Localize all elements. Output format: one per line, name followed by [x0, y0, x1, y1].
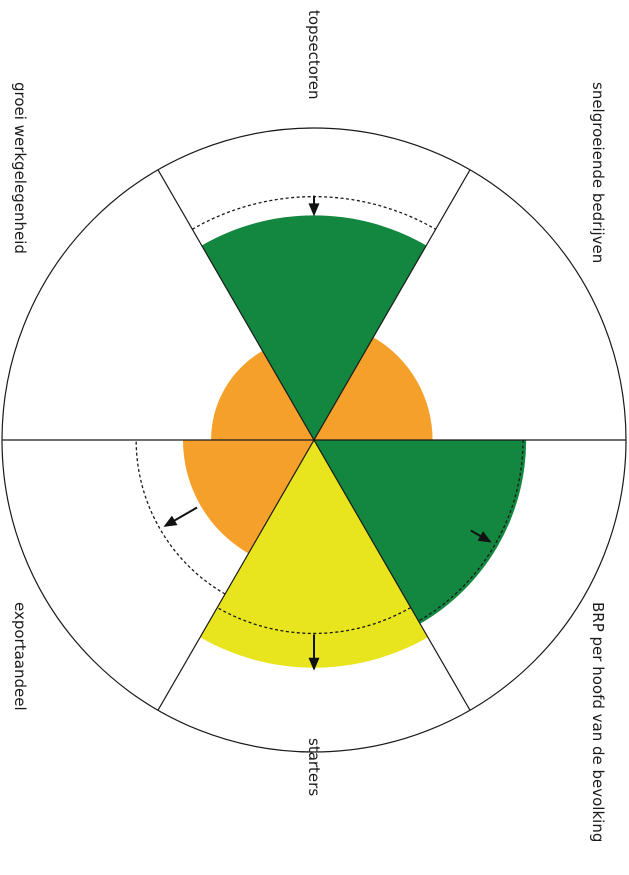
category-labels-layer: topsectoren snelgroeiende bedrijven BRP pe… — [11, 10, 607, 842]
category-label-exportaandeel: exportaandeel — [11, 602, 29, 711]
trend-arrows-layer — [163, 195, 492, 671]
trend-arrow-head — [163, 515, 178, 527]
category-label-groei-werkgelegenheid: groei werkgelegenheid — [11, 82, 29, 254]
trend-arrow-head — [477, 531, 492, 543]
reference-arc-brp-per-hoofd-van-de-bevolking — [418, 439, 524, 622]
category-label-snelgroeiende-bedrijven: snelgroeiende bedrijven — [589, 82, 607, 263]
category-label-brp-per-hoofd-van-de-bevolking: BRP per hoofd van de bevolking — [589, 602, 607, 842]
frame-layer — [1, 127, 627, 753]
reference-arc-exportaandeel — [135, 439, 226, 595]
wedge-brp-per-hoofd-van-de-bevolking — [314, 440, 527, 624]
category-label-starters: starters — [305, 738, 323, 796]
trend-arrow-brp-per-hoofd-van-de-bevolking — [470, 529, 492, 543]
divider-line — [157, 169, 471, 711]
wedge-snelgroeiende-bedrijven — [314, 337, 433, 440]
category-label-topsectoren: topsectoren — [305, 10, 323, 100]
wedge-exportaandeel — [182, 440, 314, 554]
trend-arrow-head — [308, 657, 320, 671]
wedge-starters — [200, 440, 428, 668]
trend-arrow-starters — [308, 634, 320, 671]
reference-arc-starters — [216, 606, 412, 635]
trend-arrow-topsectoren — [308, 195, 320, 217]
trend-arrow-head — [308, 203, 320, 217]
wedges-layer — [182, 215, 527, 668]
trend-arrow-exportaandeel — [163, 506, 198, 527]
wedge-groei-werkgelegenheid — [211, 350, 314, 440]
wedge-topsectoren — [201, 215, 427, 440]
